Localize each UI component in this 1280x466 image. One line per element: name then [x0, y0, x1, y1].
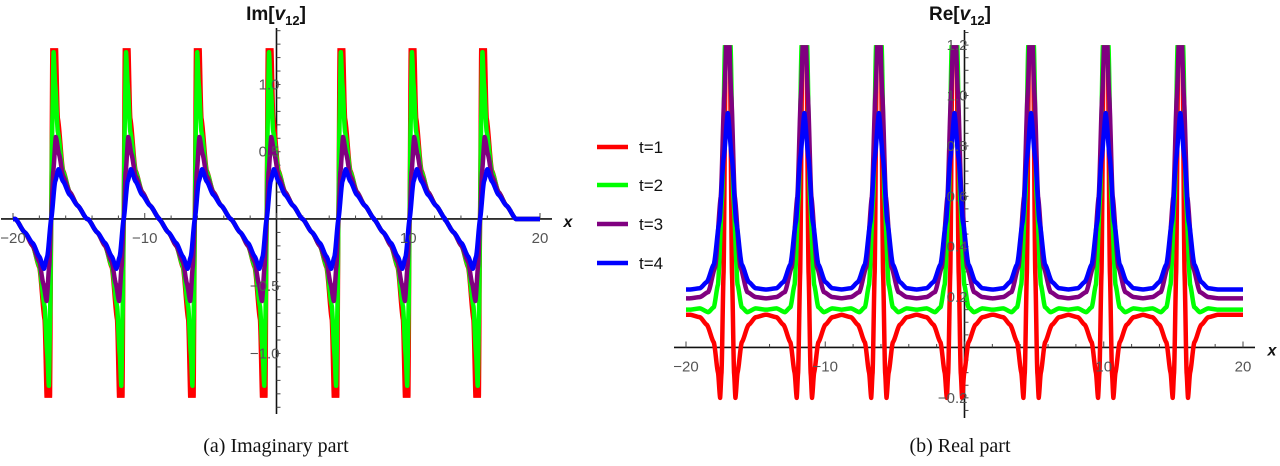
- y-axis-label-subscript: 12: [970, 13, 984, 28]
- series-line-t4: [683, 110, 1246, 292]
- series-line-t1: [683, 45, 1246, 401]
- y-tick-label: 1.2: [947, 37, 968, 54]
- panel-real-part: −20 −10 10 20 1.2 1.0 0.8 0.6 0.4 0.2 −0.2 x Re[v12]…: [673, 4, 1277, 457]
- y-tick-label: −0.5: [250, 278, 280, 295]
- y-tick-label: 1.0: [947, 88, 968, 105]
- y-axis-label-suffix: ]: [300, 4, 306, 25]
- x-tick-label: −20: [0, 230, 25, 247]
- panel-caption: (a) Imaginary part: [203, 435, 349, 457]
- x-axis-label: x: [1267, 342, 1278, 359]
- legend-item: t=2: [597, 176, 663, 195]
- x-tick-label: 10: [1095, 358, 1112, 375]
- x-tick-label: 20: [532, 230, 549, 247]
- x-tick-label: 10: [400, 230, 417, 247]
- y-tick-label: 0.6: [947, 188, 968, 205]
- y-axis-label-subscript: 12: [285, 13, 299, 28]
- legend-label: t=2: [639, 176, 663, 195]
- y-tick-label: 0.5: [259, 144, 280, 161]
- series-line-t2: [683, 45, 1246, 315]
- y-tick-label: 0.2: [947, 289, 968, 306]
- legend-item: t=4: [597, 254, 663, 273]
- panel-caption: (b) Real part: [909, 435, 1011, 457]
- panel-imaginary-part: −20 −10 10 20 1.0 0.5 −0.5 −1.0 x Im[v12] (a) Imag…: [0, 4, 573, 457]
- y-tick-label: 1.0: [259, 76, 280, 93]
- y-axis-label-suffix: ]: [985, 4, 991, 25]
- y-tick-label: 0.4: [947, 239, 968, 256]
- y-axis-label-prefix: Re[: [929, 4, 960, 25]
- y-axis-label: Im[v12]: [246, 4, 306, 28]
- x-axis-label: x: [563, 214, 574, 231]
- x-tick-label: −10: [813, 358, 838, 375]
- legend-item: t=3: [597, 215, 663, 234]
- x-tick-label: 20: [1235, 358, 1252, 375]
- y-axis-label-prefix: Im[: [246, 4, 275, 25]
- x-tick-label: −10: [132, 230, 157, 247]
- y-tick-label: −0.2: [938, 390, 968, 407]
- x-tick-label: −20: [673, 358, 698, 375]
- legend-label: t=4: [639, 254, 663, 273]
- y-tick-label: 0.8: [947, 138, 968, 155]
- y-axis-label-variable: v: [960, 4, 972, 25]
- legend: t=1 t=2 t=3 t=4: [597, 138, 663, 273]
- series-line-t4: [10, 166, 543, 271]
- legend-item: t=1: [597, 138, 663, 157]
- y-axis-label: Re[v12]: [929, 4, 991, 28]
- legend-label: t=3: [639, 215, 663, 234]
- y-axis-label-variable: v: [275, 4, 287, 25]
- y-tick-label: −1.0: [250, 345, 280, 362]
- legend-label: t=1: [639, 138, 663, 157]
